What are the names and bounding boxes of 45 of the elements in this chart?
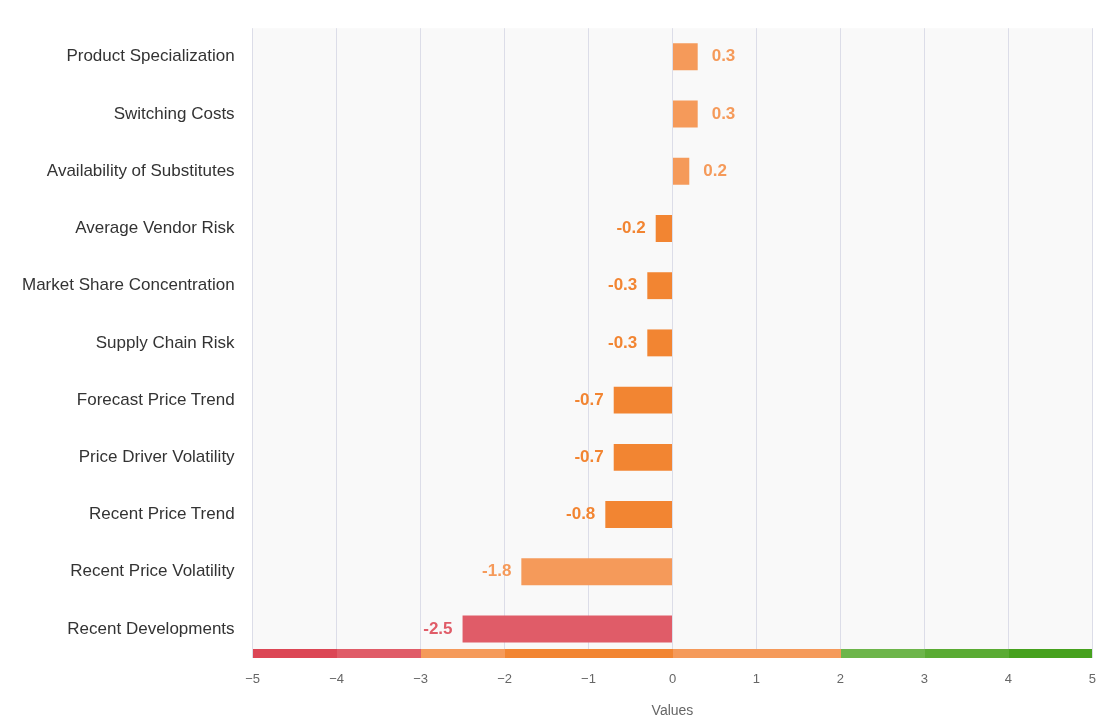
bar bbox=[647, 329, 672, 357]
bar bbox=[655, 215, 672, 242]
bar bbox=[673, 43, 698, 71]
y-tick-label: Availability of Substitutes bbox=[46, 160, 235, 180]
data-label: 0.3 bbox=[711, 103, 736, 123]
data-label: -0.8 bbox=[566, 504, 596, 524]
data-label: -0.2 bbox=[616, 218, 646, 238]
x-tick-label: 5 bbox=[1088, 670, 1096, 686]
bar bbox=[462, 615, 672, 643]
x-tick-label: −3 bbox=[413, 670, 428, 686]
bar bbox=[673, 157, 690, 185]
y-tick-label: Switching Costs bbox=[113, 103, 235, 123]
bar bbox=[673, 100, 698, 128]
bar bbox=[613, 443, 672, 471]
y-tick-label: Forecast Price Trend bbox=[76, 389, 235, 409]
data-label: 0.2 bbox=[703, 160, 727, 180]
y-tick-label: Average Vendor Risk bbox=[75, 218, 236, 238]
data-label: -0.7 bbox=[574, 389, 604, 409]
x-tick-label: 2 bbox=[836, 670, 845, 686]
x-tick-label: −4 bbox=[329, 670, 344, 686]
y-tick-label: Market Share Concentration bbox=[22, 275, 235, 295]
bar bbox=[613, 386, 672, 414]
data-label: -2.5 bbox=[423, 618, 453, 638]
x-tick-label: 1 bbox=[752, 670, 761, 686]
y-tick-label: Product Specialization bbox=[66, 46, 235, 66]
bar bbox=[647, 272, 672, 300]
y-tick-label: Recent Price Volatility bbox=[70, 561, 236, 581]
data-label: -0.3 bbox=[608, 275, 638, 295]
x-tick-label: 0 bbox=[668, 670, 677, 686]
data-label: -1.8 bbox=[482, 561, 512, 581]
y-tick-label: Supply Chain Risk bbox=[95, 332, 236, 352]
x-tick-label: 4 bbox=[1004, 670, 1013, 686]
y-tick-label: Recent Price Trend bbox=[89, 504, 235, 524]
bar bbox=[605, 501, 672, 528]
y-tick-label: Recent Developments bbox=[67, 618, 235, 638]
x-tick-label: −5 bbox=[245, 670, 261, 686]
x-tick-label: 3 bbox=[920, 670, 929, 686]
bar bbox=[521, 558, 672, 586]
y-tick-label: Price Driver Volatility bbox=[78, 447, 236, 467]
x-tick-label: −1 bbox=[581, 670, 596, 686]
data-label: -0.3 bbox=[608, 332, 638, 352]
data-label: 0.3 bbox=[711, 46, 736, 66]
x-tick-label: −2 bbox=[497, 670, 512, 686]
data-label: -0.7 bbox=[574, 447, 604, 467]
x-axis-title: Values bbox=[651, 702, 694, 719]
